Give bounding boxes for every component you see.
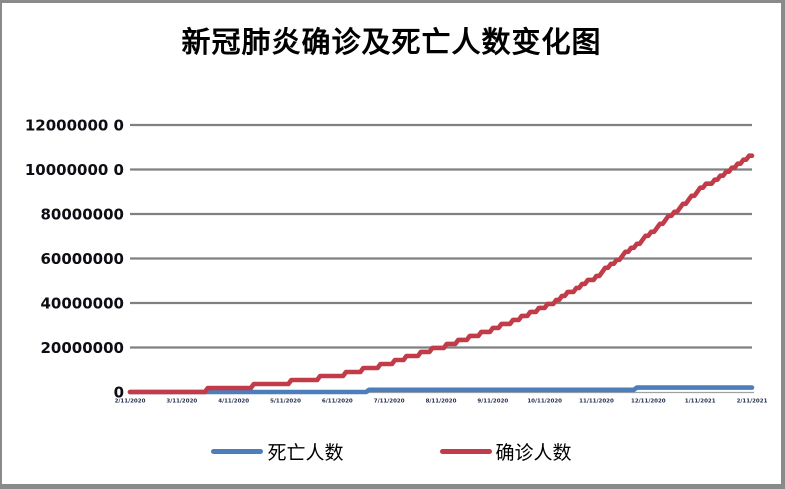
legend-label-deaths: 死亡人数 — [267, 442, 344, 464]
x-axis-tick-label: 7/11/2020 — [374, 399, 405, 405]
x-axis-tick-label: 9/11/2020 — [477, 399, 508, 405]
line-chart-plot-area: 0 20000000 40000000 60000000 80000000 1000000… — [25, 117, 768, 405]
legend-label-confirmed: 确诊人数 — [495, 442, 572, 464]
x-axis-tick-label: 4/11/2020 — [218, 399, 249, 405]
x-axis-tick-label: 2/11/2021 — [737, 399, 768, 405]
confirmed-line-swatch — [439, 448, 492, 454]
x-axis-tick-label: 8/11/2020 — [426, 399, 457, 405]
legend-item-confirmed: 确诊人数 — [439, 438, 572, 465]
x-axis-tick-label: 1/11/2021 — [685, 399, 716, 405]
y-axis-tick-label: 0 — [114, 384, 124, 402]
x-axis-tick-label: 12/11/2020 — [631, 399, 666, 405]
y-axis-tick-label: 40000000 — [41, 295, 125, 313]
x-axis-tick-label: 10/11/2020 — [527, 399, 562, 405]
deaths-line-swatch — [211, 448, 264, 454]
y-axis-tick-label: 12000000 0 — [25, 117, 124, 135]
x-axis-tick-label: 5/11/2020 — [270, 399, 301, 405]
y-axis-tick-label: 60000000 — [41, 250, 125, 268]
legend-item-deaths: 死亡人数 — [211, 438, 344, 465]
y-axis-tick-label: 20000000 — [41, 339, 125, 357]
x-axis-tick-label: 6/11/2020 — [322, 399, 353, 405]
chart-legend: 死亡人数 确诊人数 — [2, 436, 781, 466]
x-axis-tick-label: 11/11/2020 — [579, 399, 614, 405]
x-axis-tick-label: 2/11/2020 — [115, 399, 146, 405]
confirmed-line — [127, 153, 755, 395]
y-axis-tick-label: 80000000 — [41, 206, 125, 224]
x-axis-tick-label: 3/11/2020 — [166, 399, 197, 405]
deaths-line — [127, 385, 755, 395]
y-axis-tick-label: 10000000 0 — [25, 161, 124, 179]
chart-title: 新冠肺炎确诊及死亡人数变化图 — [181, 27, 602, 59]
